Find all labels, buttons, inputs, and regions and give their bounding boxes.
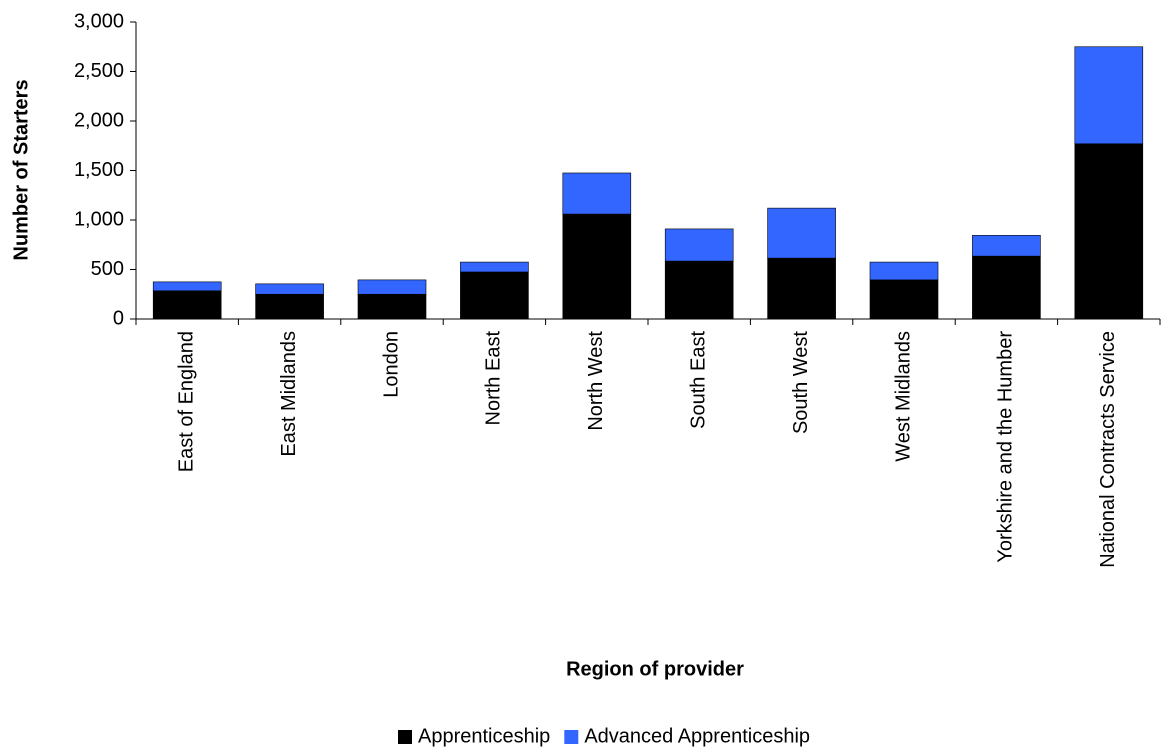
bar-segment bbox=[972, 235, 1041, 257]
x-tick-label: West Midlands bbox=[892, 331, 914, 462]
bar-segment bbox=[152, 290, 222, 320]
x-tick-label: London bbox=[380, 331, 402, 398]
bar-segment bbox=[767, 257, 836, 320]
legend-swatch bbox=[398, 730, 412, 744]
bar-segment bbox=[460, 261, 529, 273]
y-tick-label: 3,000 bbox=[74, 10, 124, 32]
bar-segment bbox=[562, 172, 632, 215]
x-tick-label: East Midlands bbox=[278, 331, 300, 457]
bar-segment bbox=[972, 255, 1041, 320]
y-tick-label: 2,500 bbox=[74, 60, 124, 82]
y-tick-label: 500 bbox=[91, 258, 124, 280]
bar-segment bbox=[1074, 143, 1144, 320]
bar-segment bbox=[357, 293, 427, 320]
x-tick-label: National Contracts Service bbox=[1097, 331, 1119, 568]
x-tick-label: Yorkshire and the Humber bbox=[995, 331, 1017, 563]
legend-label: Apprenticeship bbox=[418, 725, 550, 747]
bar-segment bbox=[255, 293, 324, 320]
bar-segment bbox=[562, 213, 632, 320]
bar-segment bbox=[664, 260, 734, 320]
y-tick-label: 0 bbox=[113, 307, 124, 329]
x-tick-label: East of England bbox=[175, 331, 197, 472]
x-tick-label: North West bbox=[585, 331, 607, 431]
legend-swatch bbox=[564, 730, 579, 744]
bar-segment bbox=[357, 279, 427, 295]
x-axis-title: Region of provider bbox=[566, 658, 744, 680]
bar-segment bbox=[767, 207, 836, 259]
y-axis-title: Number of Starters bbox=[10, 79, 32, 260]
y-tick-label: 1,500 bbox=[74, 159, 124, 181]
y-tick-label: 1,000 bbox=[74, 208, 124, 230]
bar-segment bbox=[460, 271, 529, 320]
bar-segment bbox=[255, 283, 324, 295]
y-tick-label: 2,000 bbox=[74, 109, 124, 131]
legend-label: Advanced Apprenticeship bbox=[584, 725, 810, 747]
x-tick-label: North East bbox=[483, 331, 505, 426]
x-tick-label: South East bbox=[687, 331, 709, 429]
bar-segment bbox=[1074, 46, 1144, 145]
bar-segment bbox=[664, 228, 734, 262]
bar-segment bbox=[152, 281, 222, 292]
bar-segment bbox=[869, 279, 939, 320]
x-tick-label: South West bbox=[790, 331, 812, 434]
bar-segment bbox=[869, 261, 939, 281]
